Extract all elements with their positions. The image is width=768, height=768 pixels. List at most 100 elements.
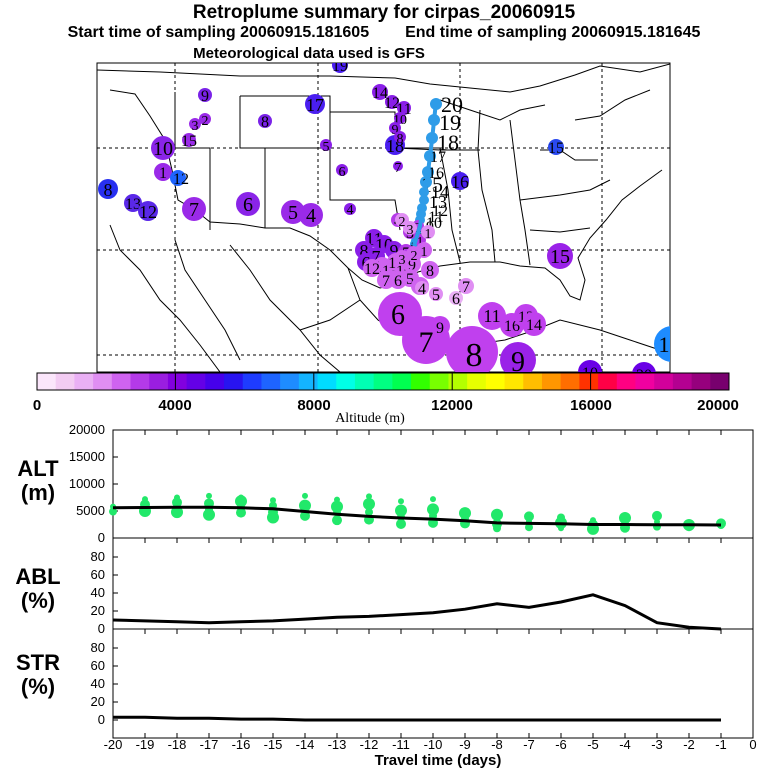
alt-axis-label: ALT: [17, 456, 59, 481]
alt-data-point: [142, 496, 148, 503]
colorbar-cell: [429, 373, 449, 390]
svg-text:6: 6: [243, 194, 253, 216]
abl-axis-label: ABL: [15, 564, 60, 589]
svg-text:1: 1: [159, 165, 167, 182]
svg-text:2: 2: [411, 249, 418, 264]
svg-text:12: 12: [139, 202, 157, 222]
colorbar-tick-label: 16000: [570, 397, 612, 414]
alt-tick-label: 10000: [69, 476, 105, 491]
altitude-colorbar: 0 4000 8000 12000 16000 20000 Altitude (…: [33, 372, 739, 426]
svg-text:5: 5: [288, 202, 298, 224]
svg-text:9: 9: [511, 347, 525, 378]
map-marker: 8: [258, 114, 272, 131]
map-marker: 7: [393, 161, 403, 176]
map-marker: 9: [430, 316, 450, 337]
colorbar-cell: [336, 373, 356, 390]
map-marker: 15: [548, 139, 564, 157]
alt-data-point: [331, 500, 343, 513]
x-tick-label: -2: [683, 737, 695, 752]
str-axis-label: STR: [16, 650, 60, 675]
x-tick-label: -13: [328, 737, 347, 752]
colorbar-cell: [55, 373, 75, 390]
svg-text:20: 20: [636, 367, 652, 384]
svg-text:13: 13: [125, 196, 141, 213]
svg-text:6: 6: [394, 273, 402, 290]
svg-text:7: 7: [462, 279, 470, 296]
map-marker: 5: [281, 200, 305, 224]
alt-data-point: [270, 497, 276, 504]
x-tick-label: -17: [200, 737, 219, 752]
map-marker: 6: [449, 291, 463, 308]
x-tick-label: -10: [424, 737, 443, 752]
map-marker: 19: [332, 63, 348, 75]
abl-line: [112, 593, 722, 631]
alt-data-point: [365, 508, 373, 517]
map-marker: 8: [98, 179, 118, 200]
abl-tick-label: 40: [91, 585, 105, 600]
alt-data-point: [302, 492, 308, 499]
x-tick-label: -19: [136, 737, 155, 752]
svg-text:4: 4: [418, 281, 426, 298]
alt-data-point: [716, 518, 726, 529]
svg-text:4: 4: [347, 203, 354, 218]
time-series-panels: ALT (m) ABL (%) STR (%) 0 5000 10000 150…: [15, 422, 756, 768]
svg-text:1: 1: [659, 332, 670, 357]
colorbar-cell: [560, 373, 580, 390]
alt-data-point: [334, 496, 340, 503]
map-marker: 9: [198, 88, 212, 105]
alt-data-point: [590, 517, 596, 524]
x-axis-label: Travel time (days): [375, 752, 502, 768]
colorbar-cell: [317, 373, 337, 390]
alt-data-point: [236, 507, 246, 518]
svg-text:3: 3: [399, 253, 406, 268]
str-tick-label: 40: [91, 676, 105, 691]
abl-tick-label: 60: [91, 567, 105, 582]
alt-tick-label: 15000: [69, 449, 105, 464]
map-marker: 6: [236, 192, 260, 216]
map-marker: 1: [154, 163, 172, 182]
map-marker: 8: [394, 131, 406, 147]
colorbar-cell: [149, 373, 169, 390]
colorbar-cell: [654, 373, 674, 390]
alt-data-point: [427, 503, 439, 516]
svg-text:9: 9: [201, 88, 209, 105]
colorbar-cell: [74, 373, 94, 390]
map-marker: 8: [421, 261, 439, 280]
str-tick-label: 80: [91, 640, 105, 655]
x-tick-label: -20: [104, 737, 123, 752]
svg-text:5: 5: [406, 271, 414, 288]
x-tick-label: -7: [523, 737, 535, 752]
colorbar-cell: [598, 373, 618, 390]
map-marker: 15: [547, 243, 573, 269]
colorbar-tick-label: 12000: [431, 397, 473, 414]
colorbar-cell: [130, 373, 150, 390]
colorbar-cell: [298, 373, 319, 390]
page-title: Retroplume summary for cirpas_20060915: [192, 2, 576, 23]
alt-tick-label: 0: [98, 530, 105, 545]
map-marker: 10: [151, 136, 175, 160]
svg-text:19: 19: [439, 110, 461, 135]
svg-text:11: 11: [428, 209, 443, 226]
alt-data-point: [652, 510, 662, 521]
x-tick-label: -16: [232, 737, 251, 752]
alt-data-point: [238, 494, 244, 501]
colorbar-cell: [523, 373, 543, 390]
map-marker: 17: [305, 94, 325, 115]
svg-text:8: 8: [397, 132, 404, 147]
svg-text:12: 12: [432, 203, 448, 220]
map-marker: 12: [138, 201, 158, 222]
x-tick-label: -9: [459, 737, 471, 752]
x-tick-label: -6: [555, 737, 567, 752]
map-marker: 3: [189, 118, 201, 134]
colorbar-cell: [280, 373, 300, 390]
svg-text:7: 7: [419, 326, 434, 359]
str-tick-label: 0: [98, 712, 105, 727]
svg-text:15: 15: [181, 133, 197, 150]
map-marker: 12: [170, 170, 189, 188]
colorbar-title: Altitude (m): [335, 411, 405, 426]
colorbar-cell: [93, 373, 113, 390]
abl-axis-unit: (%): [21, 588, 55, 613]
alt-tick-label: 20000: [69, 422, 105, 437]
map-marker: 14: [522, 312, 546, 336]
svg-text:8: 8: [426, 263, 434, 280]
